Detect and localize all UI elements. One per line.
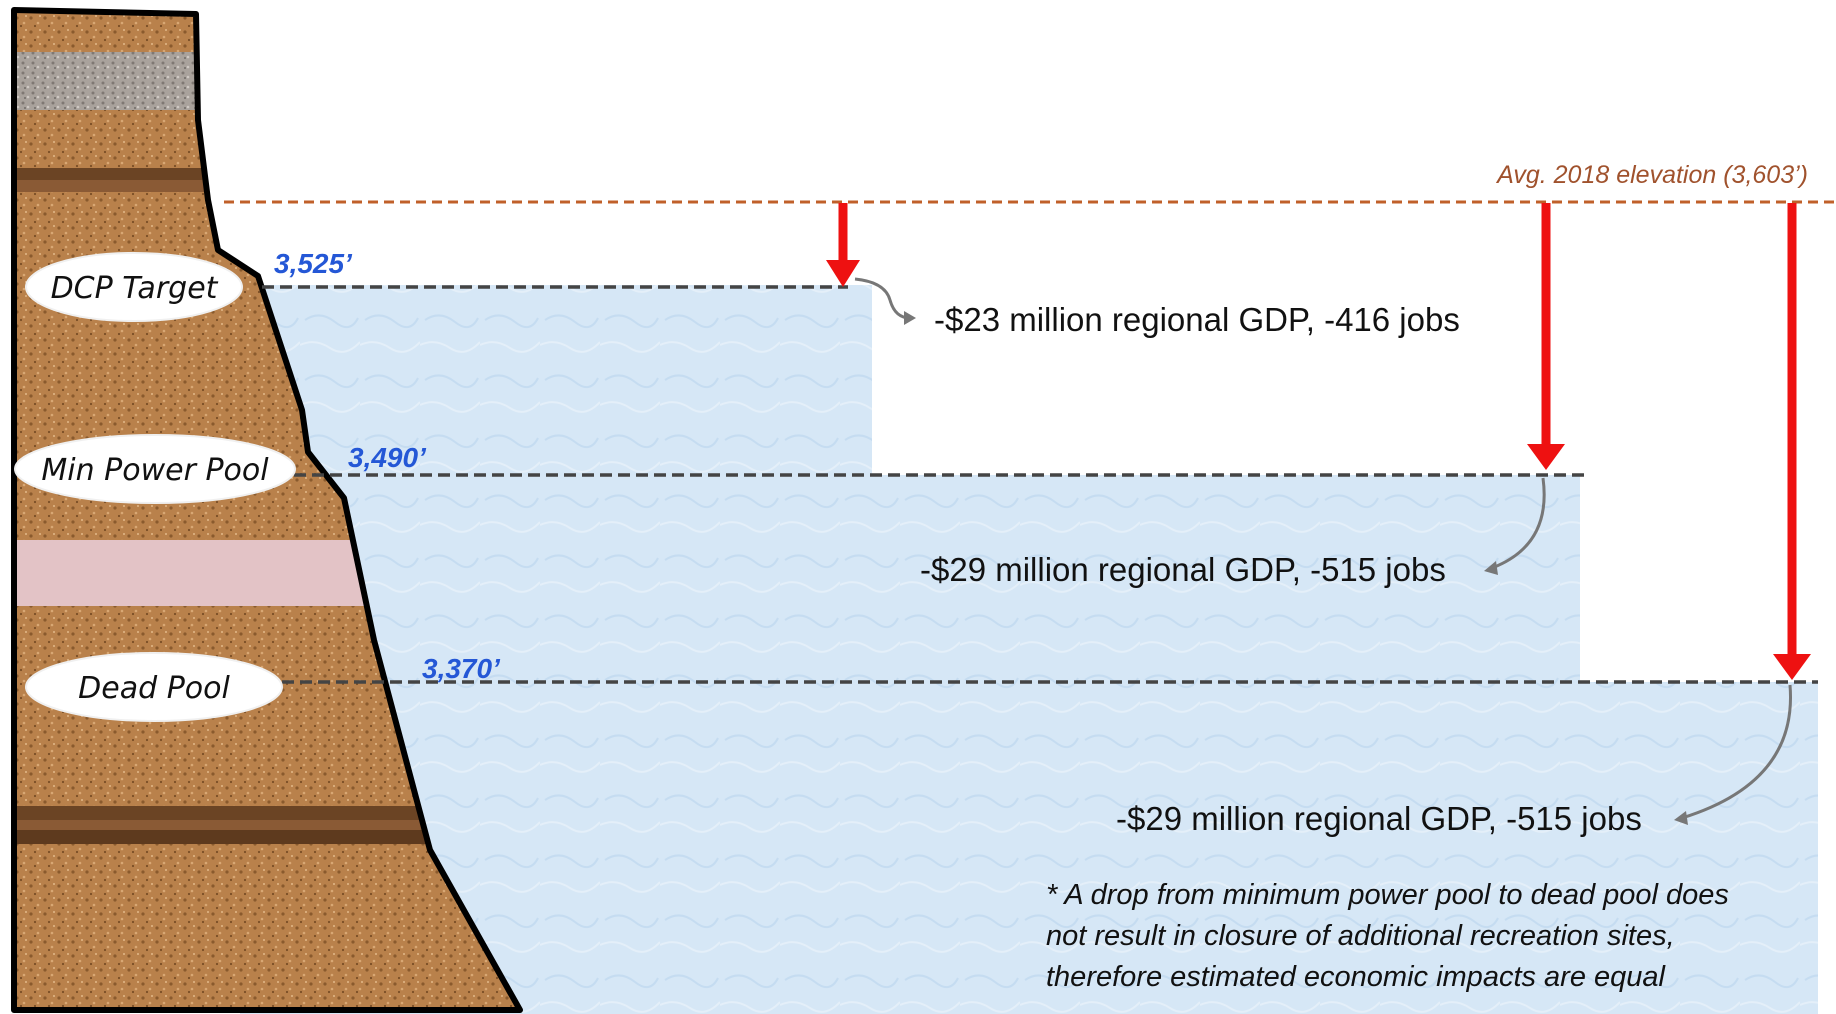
svg-text:Min Power Pool: Min Power Pool — [41, 453, 269, 488]
svg-text:not result in closure of addit: not result in closure of additional recr… — [1046, 920, 1675, 952]
impact-text-dead-pool: -$29 million regional GDP, -515 jobs — [1116, 800, 1642, 837]
footnote: * A drop from minimum power pool to dead… — [1046, 879, 1729, 993]
impact-text-min-power: -$29 million regional GDP, -515 jobs — [920, 551, 1446, 588]
elevation-label-dead-pool: 3,370’ — [422, 653, 501, 684]
svg-text:* A drop from minimum power po: * A drop from minimum power pool to dead… — [1046, 879, 1729, 911]
reference-elevation-label: Avg. 2018 elevation (3,603’) — [1495, 161, 1808, 189]
connector-dcp — [854, 277, 916, 325]
impact-text-dcp: -$23 million regional GDP, -416 jobs — [934, 301, 1460, 338]
connector-min-power — [1484, 477, 1546, 575]
gravel-layer — [14, 52, 274, 110]
drop-arrow-dcp — [826, 203, 860, 287]
sediment-band-bottom — [14, 806, 434, 820]
elevation-label-dcp: 3,525’ — [274, 248, 353, 279]
drop-arrow-dead-pool — [1773, 203, 1811, 680]
svg-text:DCP Target: DCP Target — [51, 271, 219, 306]
drop-arrow-min-power — [1527, 203, 1565, 470]
water-dead-pool-segment — [240, 682, 1818, 1014]
connector-dead-pool — [1674, 684, 1793, 825]
sediment-band-top — [14, 168, 314, 180]
pool-label-dcp-target: DCP Target — [25, 252, 243, 322]
water-area — [240, 285, 1818, 1014]
pink-rock-layer — [14, 540, 414, 606]
pool-label-min-power-pool: Min Power Pool — [14, 434, 296, 504]
svg-text:Dead Pool: Dead Pool — [78, 671, 230, 706]
svg-text:therefore estimated economic i: therefore estimated economic impacts are… — [1046, 961, 1667, 993]
pool-label-dead-pool: Dead Pool — [25, 652, 283, 722]
elevation-label-min-power: 3,490’ — [348, 442, 427, 473]
